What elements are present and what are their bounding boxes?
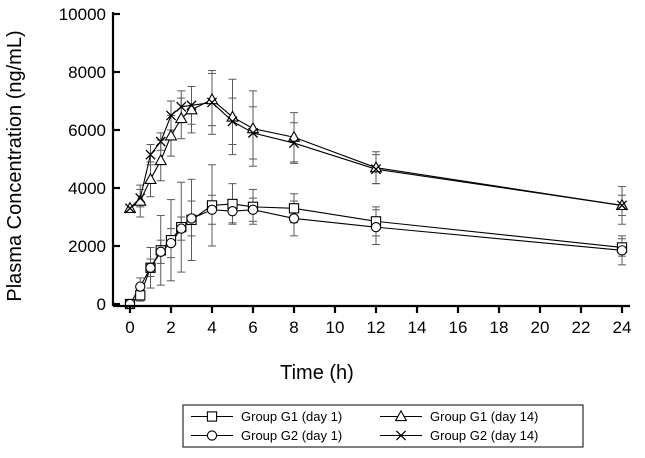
data-point-circle — [165, 237, 177, 249]
legend-marker-x — [395, 430, 407, 441]
y-tick-label: 4000 — [68, 179, 106, 198]
data-point-x — [247, 127, 259, 138]
legend-label: Group G1 (day 1) — [241, 409, 342, 424]
data-point-square — [288, 203, 300, 214]
data-point-triangle — [174, 111, 188, 124]
data-point-x — [288, 137, 300, 149]
legend-item: Group G1 (day 1) — [191, 409, 342, 424]
data-point-triangle — [164, 129, 178, 141]
legend-item: Group G1 (day 14) — [380, 409, 538, 424]
data-point-triangle — [226, 110, 239, 122]
x-tick-label: 8 — [289, 318, 298, 337]
data-point-x — [165, 110, 177, 121]
data-point-circle — [616, 245, 628, 256]
x-tick-label: 22 — [572, 318, 591, 337]
data-point-triangle — [369, 160, 383, 173]
legend-item: Group G2 (day 1) — [191, 428, 342, 443]
x-tick-label: 24 — [613, 318, 632, 337]
x-tick-label: 18 — [490, 318, 509, 337]
data-point-x — [370, 164, 382, 175]
x-tick-label: 2 — [166, 318, 175, 337]
x-tick-label: 4 — [207, 318, 216, 337]
data-point-triangle — [246, 121, 260, 134]
x-tick-label: 20 — [531, 318, 550, 337]
data-point-x — [176, 101, 187, 112]
data-point-circle — [155, 246, 166, 257]
x-tick-label: 6 — [248, 318, 257, 337]
legend-item: Group G2 (day 14) — [380, 428, 538, 443]
data-point-triangle — [133, 194, 147, 206]
y-axis-title: Plasma Concentration (ng/mL) — [4, 30, 26, 301]
legend: Group G1 (day 1) Group G1 (day 14) Group G… — [182, 404, 584, 448]
series-markers — [123, 92, 629, 310]
data-point-x — [186, 100, 197, 111]
data-point-circle — [176, 223, 187, 234]
data-point-triangle — [144, 172, 157, 184]
data-point-circle — [186, 213, 197, 224]
data-point-circle — [227, 206, 238, 217]
y-tick-label: 10000 — [59, 5, 106, 24]
data-point-x — [145, 149, 156, 160]
y-tick-label: 8000 — [68, 63, 106, 82]
data-point-circle — [288, 213, 300, 224]
data-point-triangle — [154, 153, 168, 166]
data-point-x — [616, 200, 628, 211]
data-point-square — [135, 290, 146, 301]
data-point-circle — [145, 262, 156, 273]
data-point-x — [155, 136, 166, 147]
y-tick-label: 0 — [97, 295, 106, 314]
legend-marker-square — [206, 411, 218, 422]
x-tick-label: 12 — [367, 318, 386, 337]
data-point-x — [206, 97, 218, 108]
data-point-triangle — [287, 130, 301, 142]
data-point-x — [227, 116, 238, 127]
legend-label: Group G2 (day 1) — [241, 428, 342, 443]
y-tick-label: 6000 — [68, 121, 106, 140]
legend-marker-triangle — [394, 409, 408, 422]
data-point-x — [124, 203, 136, 214]
data-point-circle — [135, 281, 146, 292]
legend-label: Group G2 (day 14) — [430, 428, 538, 443]
legend-marker-circle — [206, 430, 218, 441]
x-axis-title: Time (h) — [280, 362, 354, 384]
x-tick-label: 0 — [125, 318, 134, 337]
axes — [111, 12, 630, 308]
data-point-circle — [247, 204, 259, 215]
data-point-triangle — [205, 92, 219, 105]
data-point-circle — [206, 204, 218, 215]
legend-label: Group G1 (day 14) — [430, 409, 538, 424]
x-tick-label: 14 — [408, 318, 427, 337]
y-tick-label: 2000 — [68, 237, 106, 256]
legend-box — [182, 404, 584, 448]
x-tick-label: 10 — [326, 318, 345, 337]
x-tick-label: 16 — [449, 318, 468, 337]
data-point-x — [135, 193, 146, 204]
data-point-circle — [370, 221, 382, 233]
series-lines — [129, 98, 623, 305]
